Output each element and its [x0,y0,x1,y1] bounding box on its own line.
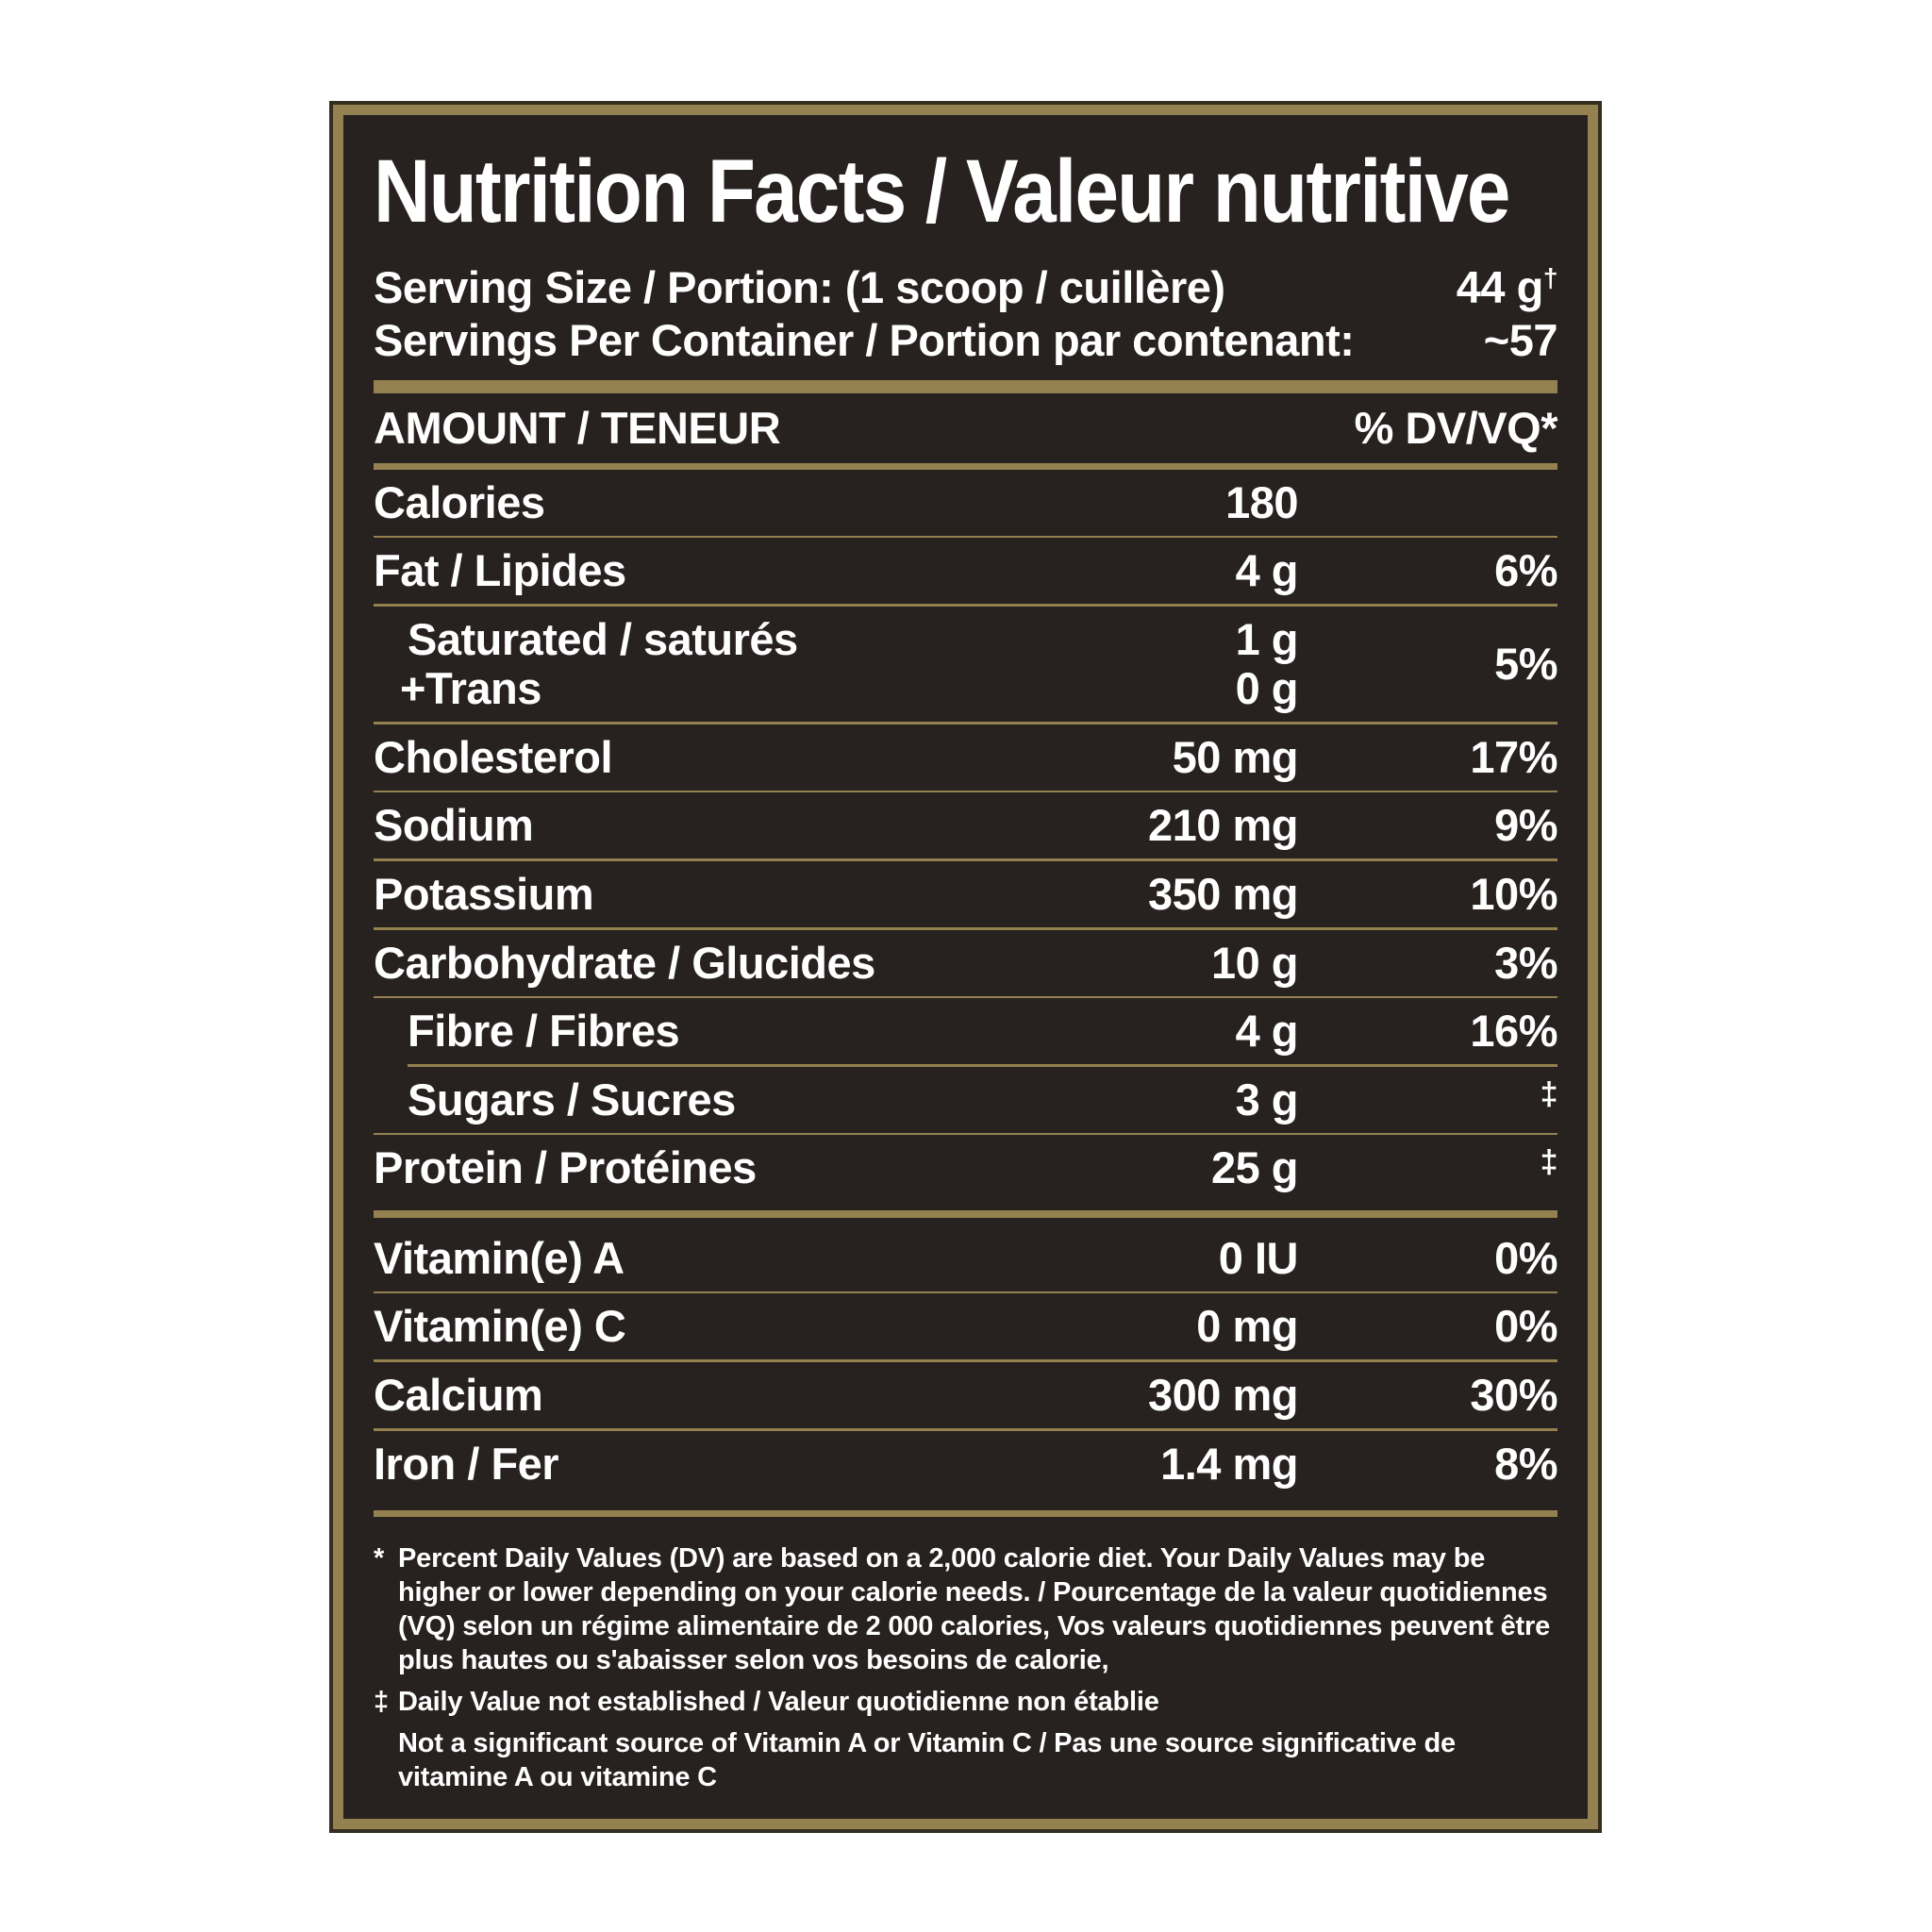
footnote-daily-values: * Percent Daily Values (DV) are based on… [374,1543,1551,1676]
row-divider [374,1132,1557,1136]
table-row-protein: Protein / Protéines 25 g ‡ [374,1142,1558,1193]
row-divider [374,1291,1557,1294]
table-row-saturated-trans: Saturated / saturés 1 g +Trans 0 g 5% [400,614,1558,714]
servings-per-container-row: Servings Per Container / Portion par con… [374,314,1558,367]
dv-not-established-mark: ‡ [1540,1144,1558,1181]
table-row-fat: Fat / Lipides 4 g 6% [374,545,1558,596]
table-row-carbohydrate: Carbohydrate / Glucides 10 g 3% [374,937,1558,988]
table-row-iron: Iron / Fer 1.4 mg 8% [374,1438,1558,1489]
footnotes: * Percent Daily Values (DV) are based on… [374,1541,1557,1802]
servings-per-container-value: ~57 [1483,315,1558,366]
saturated-trans-dv: 5% [1494,639,1557,690]
asterisk-mark: * [374,1543,385,1574]
serving-size-label: Serving Size / Portion: (1 scoop / cuill… [374,262,1225,313]
label-title: Nutrition Facts / Valeur nutritive [374,142,1557,242]
row-divider [374,790,1557,793]
dagger-footnote-mark: † [1542,262,1558,293]
row-divider-indented [408,1064,1557,1067]
section-divider-bar [374,380,1557,394]
section-divider-bar [374,1210,1557,1218]
footnote-not-significant-source: Not a significant source of Vitamin A or… [398,1728,1456,1793]
row-divider [374,1428,1557,1431]
table-row-calcium: Calcium 300 mg 30% [374,1370,1558,1421]
table-row-sugars: Sugars / Sucres 3 g ‡ [408,1074,1558,1124]
label-panel: Nutrition Facts / Valeur nutritive Servi… [343,115,1588,1819]
label-title-text: Nutrition Facts / Valeur nutritive [374,142,1510,242]
dv-column-header: % DV/VQ* [1354,403,1558,454]
row-divider [374,722,1557,724]
row-divider [374,1359,1557,1363]
row-divider [374,604,1557,608]
amount-column-header: AMOUNT / TENEUR [374,403,781,454]
table-row-sodium: Sodium 210 mg 9% [374,800,1558,851]
row-divider [374,535,1557,539]
column-header-row: AMOUNT / TENEUR % DV/VQ* [374,393,1558,463]
serving-size-row: Serving Size / Portion: (1 scoop / cuill… [374,251,1558,314]
double-dagger-mark: ‡ [374,1687,389,1718]
section-divider-bar [374,1509,1557,1518]
table-row-cholesterol: Cholesterol 50 mg 17% [374,731,1558,782]
table-row-calories: Calories 180 [374,476,1299,527]
nutrition-facts-label: Nutrition Facts / Valeur nutritive Servi… [329,101,1602,1833]
serving-size-value: 44 g† [1456,262,1558,313]
servings-per-container-label: Servings Per Container / Portion par con… [374,315,1355,366]
table-row-vitamin-c: Vitamin(e) C 0 mg 0% [374,1301,1558,1352]
table-row-potassium: Potassium 350 mg 10% [374,868,1558,919]
dv-not-established-mark: ‡ [1540,1075,1558,1112]
header-divider-bar [374,463,1557,470]
table-row-fibre: Fibre / Fibres 4 g 16% [408,1006,1558,1057]
row-divider [374,926,1557,930]
footnote-dv-not-established: ‡ Daily Value not established / Valeur q… [374,1687,1159,1718]
table-row-vitamin-a: Vitamin(e) A 0 IU 0% [374,1232,1558,1283]
row-divider [374,858,1557,861]
row-divider [374,995,1557,999]
